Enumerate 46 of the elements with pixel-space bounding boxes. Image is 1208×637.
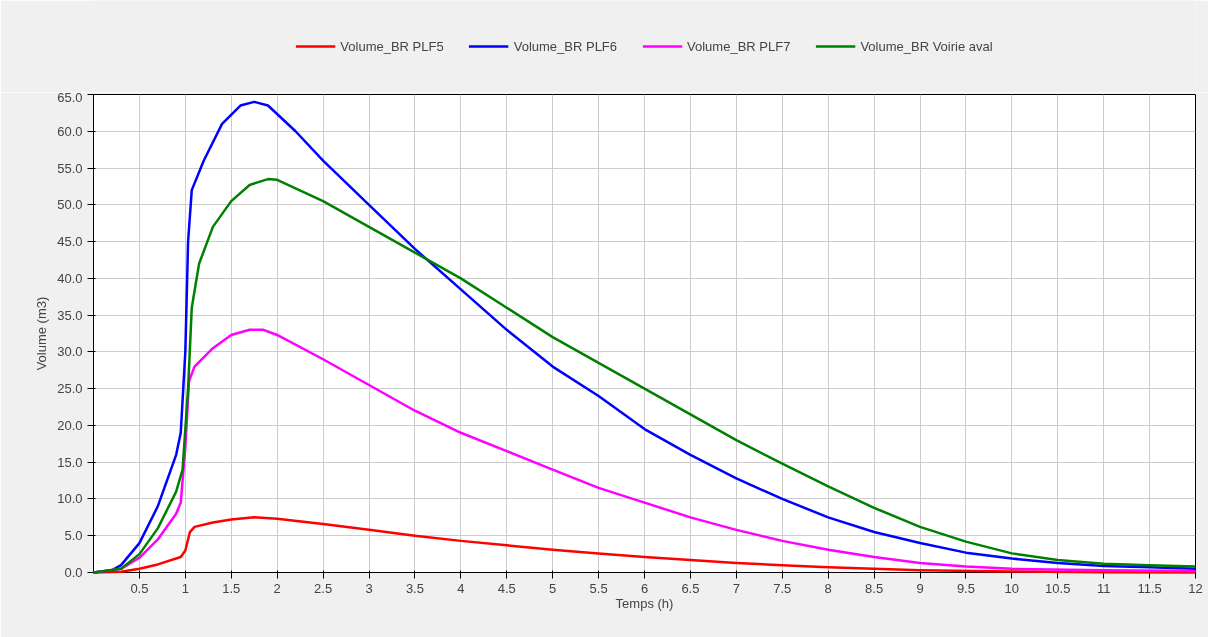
x-tick-label: 10.5 (1045, 580, 1071, 596)
x-tick-label: 4.5 (497, 580, 516, 596)
x-tick-label: 1.5 (222, 580, 241, 596)
legend-label: Volume_BR PLF5 (340, 38, 444, 54)
y-tick-label: 0.0 (64, 565, 83, 580)
line-series (92, 177, 1197, 574)
x-tick-label: 2.5 (314, 580, 333, 596)
legend-label: Volume_BR PLF7 (687, 38, 791, 54)
x-tick-label: 8 (824, 580, 832, 596)
x-tick-label: 1 (181, 580, 189, 596)
y-tick-label: 10.0 (57, 491, 83, 507)
x-tick-label: 10 (1004, 580, 1020, 596)
x-tick-label: 9 (916, 580, 924, 596)
y-tick-label: 15.0 (57, 454, 83, 470)
x-tick-label: 9.5 (956, 580, 975, 596)
legend-label: Volume_BR Voirie aval (860, 38, 993, 54)
x-tick-label: 0.5 (130, 580, 149, 596)
y-tick-label: 40.0 (57, 270, 83, 286)
x-tick-label: 6.5 (681, 580, 700, 596)
y-tick-label: 60.0 (57, 123, 83, 139)
x-tick-label: 6 (640, 580, 649, 596)
x-tick-label: 7.5 (773, 580, 792, 596)
y-tick-label: 30.0 (57, 344, 83, 360)
x-tick-label: 11 (1096, 580, 1111, 596)
x-tick-label: 11.5 (1137, 580, 1162, 596)
x-tick-label: 5 (549, 580, 557, 596)
x-tick-label: 3 (365, 580, 373, 596)
x-tick-label: 5.5 (589, 580, 608, 596)
y-tick-label: 25.0 (57, 381, 83, 397)
y-tick-label: 45.0 (57, 234, 83, 250)
x-axis-title: Temps (h) (615, 595, 674, 611)
y-tick-label: 35.0 (57, 307, 83, 323)
y-axis-title: Volume (m3) (34, 296, 50, 371)
x-tick-label: 2 (273, 580, 281, 596)
y-tick-label: 65.0 (57, 89, 83, 105)
x-tick-label: 7 (732, 580, 740, 596)
y-tick-label: 50.0 (57, 197, 83, 213)
legend-label: Volume_BR PLF6 (513, 38, 618, 54)
x-tick-label: 3.5 (405, 580, 424, 596)
x-tick-label: 4 (457, 580, 465, 596)
x-tick-label: 12 (1188, 580, 1203, 596)
y-tick-label: 55.0 (57, 160, 83, 176)
x-tick-label: 8.5 (865, 580, 884, 596)
y-tick-label: 20.0 (57, 417, 83, 433)
line-series (92, 100, 1197, 574)
y-tick-label: 5.0 (64, 528, 83, 544)
